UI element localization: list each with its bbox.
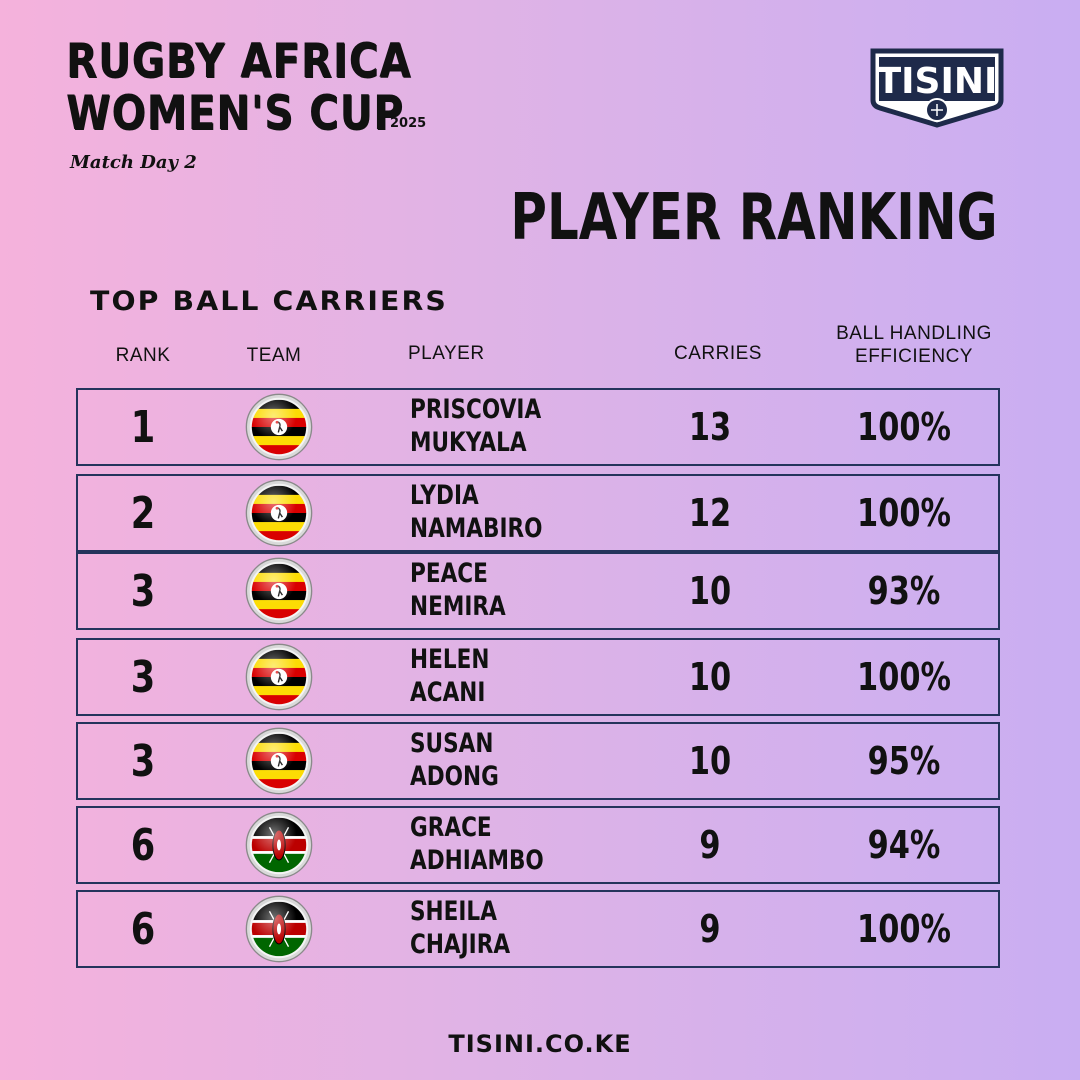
player-first-name: HELEN: [410, 644, 490, 676]
tisini-logo: TISINI: [870, 48, 1004, 128]
uganda-flag-icon: [245, 727, 313, 795]
rank-value: 2: [130, 487, 156, 539]
website-link[interactable]: TISINI.CO.KE: [448, 1030, 632, 1058]
carries-value: 9: [699, 907, 721, 951]
logo-text: TISINI: [877, 61, 998, 102]
player-first-name: SUSAN: [410, 728, 494, 760]
player-last-name: MUKYALA: [410, 427, 527, 458]
title-line-2: WOMEN'S CUP: [66, 86, 404, 141]
efficiency-value: 100%: [857, 655, 951, 699]
column-header-efficiency: BALL HANDLING EFFICIENCY: [812, 323, 1016, 369]
section-subheading: TOP BALL CARRIERS: [90, 286, 448, 317]
rank-value: 6: [130, 903, 156, 955]
table-row: 3 PEACE NEMIRA 10 93%: [76, 552, 1000, 630]
team-cell: [242, 476, 316, 550]
rank-value: 6: [130, 819, 156, 871]
player-last-name: ADONG: [410, 761, 499, 792]
efficiency-value: 100%: [857, 907, 951, 951]
efficiency-header-line-2: EFFICIENCY: [855, 345, 973, 367]
table-row: 2 LYDIA NAMABIRO 12 100%: [76, 474, 1000, 552]
page-title: PLAYER RANKING: [510, 181, 998, 255]
efficiency-value: 95%: [867, 739, 941, 783]
uganda-flag-icon: [245, 557, 313, 625]
carries-value: 10: [688, 655, 732, 699]
uganda-flag-icon: [245, 393, 313, 461]
table-row: 1 PRISCOVIA MUKYALA 13 100%: [76, 388, 1000, 466]
player-name: PRISCOVIA MUKYALA: [410, 390, 660, 464]
player-name: SUSAN ADONG: [410, 724, 660, 798]
player-first-name: GRACE: [410, 812, 492, 844]
carries-value: 12: [688, 491, 732, 535]
carries-value: 10: [688, 569, 732, 613]
uganda-flag-icon: [245, 479, 313, 547]
player-name: PEACE NEMIRA: [410, 554, 660, 628]
kenya-flag-icon: [245, 811, 313, 879]
player-first-name: LYDIA: [410, 480, 479, 512]
player-last-name: CHAJIRA: [410, 929, 511, 960]
team-cell: [242, 640, 316, 714]
efficiency-value: 100%: [857, 405, 951, 449]
table-row: 6 SHEILA CHAJIRA 9 100%: [76, 890, 1000, 968]
player-name: SHEILA CHAJIRA: [410, 892, 660, 966]
efficiency-value: 94%: [867, 823, 941, 867]
match-day-label: Match Day 2: [70, 152, 197, 173]
table-row: 3 SUSAN ADONG 10 95%: [76, 722, 1000, 800]
player-last-name: ACANI: [410, 677, 486, 708]
rank-value: 3: [130, 651, 156, 703]
player-first-name: PRISCOVIA: [410, 394, 542, 426]
player-last-name: NAMABIRO: [410, 513, 543, 544]
column-header-rank: RANK: [115, 345, 171, 366]
team-cell: [242, 724, 316, 798]
column-header-player: PLAYER: [408, 343, 485, 364]
rank-value: 3: [130, 735, 156, 787]
player-name: HELEN ACANI: [410, 640, 660, 714]
rank-value: 1: [130, 401, 156, 453]
player-name: GRACE ADHIAMBO: [410, 808, 660, 882]
rank-value: 3: [130, 565, 156, 617]
title-line-1: RUGBY AFRICA: [66, 34, 412, 89]
year-label: 2025: [390, 116, 427, 131]
column-header-team: TEAM: [246, 345, 302, 366]
table-row: 6 GRACE ADHIAMBO 9 94%: [76, 806, 1000, 884]
player-first-name: PEACE: [410, 558, 488, 590]
player-name: LYDIA NAMABIRO: [410, 476, 660, 550]
efficiency-value: 93%: [867, 569, 941, 613]
efficiency-value: 100%: [857, 491, 951, 535]
column-header-carries: CARRIES: [674, 343, 762, 364]
kenya-flag-icon: [245, 895, 313, 963]
player-last-name: ADHIAMBO: [410, 845, 544, 876]
carries-value: 13: [688, 405, 732, 449]
player-first-name: SHEILA: [410, 896, 497, 928]
table-row: 3 HELEN ACANI 10 100%: [76, 638, 1000, 716]
team-cell: [242, 554, 316, 628]
uganda-flag-icon: [245, 643, 313, 711]
player-last-name: NEMIRA: [410, 591, 506, 622]
carries-value: 10: [688, 739, 732, 783]
team-cell: [242, 892, 316, 966]
team-cell: [242, 808, 316, 882]
team-cell: [242, 390, 316, 464]
efficiency-header-line-1: BALL HANDLING: [836, 323, 992, 344]
carries-value: 9: [699, 823, 721, 867]
